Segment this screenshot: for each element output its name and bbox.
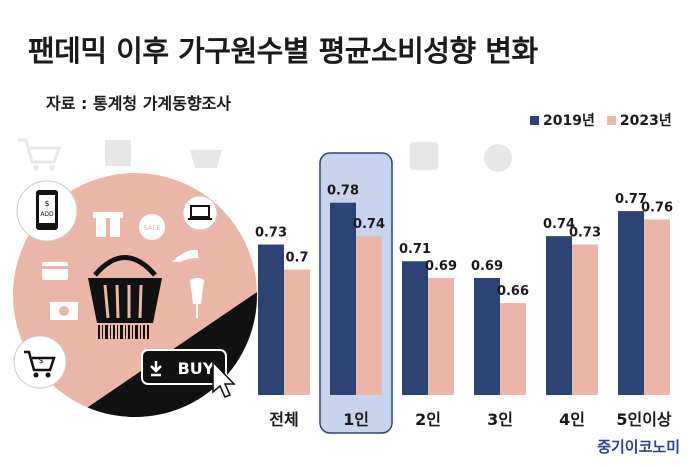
bar-group-1: 0.78 0.74 1인 [319, 152, 393, 434]
bar-group-4: 0.740.73 4인 [543, 217, 601, 429]
legend-swatch-2019 [530, 115, 539, 125]
bar-group-3: 0.69 0.66 3인 [471, 259, 529, 429]
download-arrow-icon [150, 361, 162, 377]
data-label: 0.69 [425, 259, 457, 274]
data-label: 0.71 [399, 242, 431, 257]
legend-label-2023: 2023년 [619, 113, 672, 129]
bar-2023년-3인 [500, 303, 526, 395]
x-tick-label: 4인 [559, 410, 585, 429]
buy-label: BUY [178, 359, 215, 378]
data-label: 0.69 [471, 259, 503, 274]
data-label: 0.7 [285, 251, 308, 266]
legend-item-2023: 2023년 [606, 110, 672, 130]
bar-2019년-전체 [258, 244, 284, 395]
data-label: 0.74 [543, 217, 575, 232]
bar-2019년-3인 [474, 277, 500, 395]
bar-2023년-2인 [428, 277, 454, 395]
legend-label-2019: 2019년 [543, 113, 595, 129]
page-title: 팬데믹 이후 가구원수별 평균소비성향 변화 [28, 34, 538, 68]
sale-label: SALE [143, 224, 161, 232]
data-label: 0.73 [569, 226, 601, 241]
background-icons [18, 138, 512, 172]
buy-button: BUY [141, 349, 227, 385]
shopping-cart-icon [18, 138, 62, 171]
phone-add-icon: ADD $ [16, 180, 78, 242]
bar-2019년-1인 [330, 202, 356, 395]
data-label: 0.77 [615, 192, 647, 207]
brand-logo: 중기이코노미 [597, 438, 680, 456]
bar-group-0: 0.73 0.7 전체 [255, 226, 310, 429]
data-source: 자료 : 통계청 가계동향조사 [46, 94, 232, 113]
bar-2019년-2인 [402, 261, 428, 395]
data-label: 0.66 [497, 284, 529, 299]
data-label: 0.73 [255, 226, 287, 241]
shopping-cart-icon: $ [13, 335, 67, 389]
credit-card-icon [42, 262, 68, 280]
chart-legend: 2019년 2023년 [530, 110, 672, 130]
bar-group-2: 0.71 0.69 2인 [399, 242, 457, 429]
banknote-icon [50, 302, 78, 320]
data-label: 0.76 [641, 200, 673, 215]
bar-2019년-4인 [546, 236, 572, 395]
data-label: 0.78 [327, 184, 359, 199]
legend-item-2019: 2019년 [530, 110, 595, 130]
bar-2023년-1인 [356, 236, 382, 395]
gift-icon [105, 140, 131, 166]
shopping-basket-icon [88, 255, 162, 323]
bar-2023년-전체 [284, 269, 310, 395]
x-tick-label: 3인 [487, 410, 513, 429]
sale-tag-icon: SALE [139, 214, 165, 240]
laptop-icon [182, 195, 218, 231]
dress-form-icon [190, 278, 204, 318]
barcode-icon [98, 325, 149, 339]
shopping-bag-icon [410, 142, 438, 170]
svg-text:$: $ [44, 199, 49, 208]
data-label: 0.74 [353, 217, 385, 232]
x-tick-label: 5인이상 [616, 410, 672, 429]
bar-2023년-4인 [572, 244, 598, 395]
gift-icon [93, 212, 123, 237]
money-bag-icon [484, 144, 512, 172]
cursor-icon [212, 360, 236, 398]
bar-2023년-5인이상 [644, 219, 670, 395]
bar-group-5: 0.770.76 5인이상 [615, 192, 673, 429]
legend-swatch-2023 [606, 115, 616, 125]
x-tick-label: 2인 [415, 410, 441, 429]
shopping-basket-icon [190, 150, 222, 168]
svg-text:$: $ [38, 356, 43, 365]
x-tick-label: 1인 [343, 410, 369, 429]
high-heel-icon [172, 249, 198, 262]
illustration-dark-wedge [13, 290, 257, 417]
bar-2019년-5인이상 [618, 211, 644, 395]
add-label: ADD [40, 211, 54, 218]
x-tick-label: 전체 [269, 410, 298, 429]
